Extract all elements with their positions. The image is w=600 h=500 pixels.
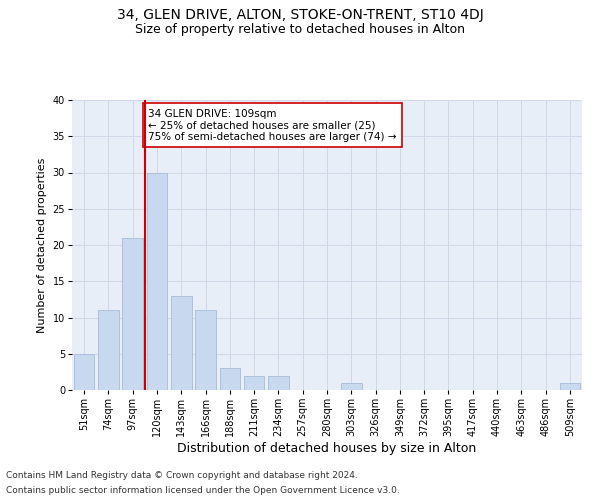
Bar xyxy=(98,310,119,390)
Text: Contains public sector information licensed under the Open Government Licence v3: Contains public sector information licen… xyxy=(6,486,400,495)
Bar xyxy=(122,238,143,390)
Bar xyxy=(560,383,580,390)
Bar xyxy=(220,368,240,390)
Bar xyxy=(268,376,289,390)
Bar xyxy=(74,354,94,390)
Text: Contains HM Land Registry data © Crown copyright and database right 2024.: Contains HM Land Registry data © Crown c… xyxy=(6,471,358,480)
Y-axis label: Number of detached properties: Number of detached properties xyxy=(37,158,47,332)
Bar xyxy=(146,172,167,390)
Text: 34, GLEN DRIVE, ALTON, STOKE-ON-TRENT, ST10 4DJ: 34, GLEN DRIVE, ALTON, STOKE-ON-TRENT, S… xyxy=(116,8,484,22)
Text: Size of property relative to detached houses in Alton: Size of property relative to detached ho… xyxy=(135,22,465,36)
X-axis label: Distribution of detached houses by size in Alton: Distribution of detached houses by size … xyxy=(178,442,476,455)
Bar xyxy=(341,383,362,390)
Text: 34 GLEN DRIVE: 109sqm
← 25% of detached houses are smaller (25)
75% of semi-deta: 34 GLEN DRIVE: 109sqm ← 25% of detached … xyxy=(149,108,397,142)
Bar xyxy=(171,296,191,390)
Bar xyxy=(195,310,216,390)
Bar xyxy=(244,376,265,390)
